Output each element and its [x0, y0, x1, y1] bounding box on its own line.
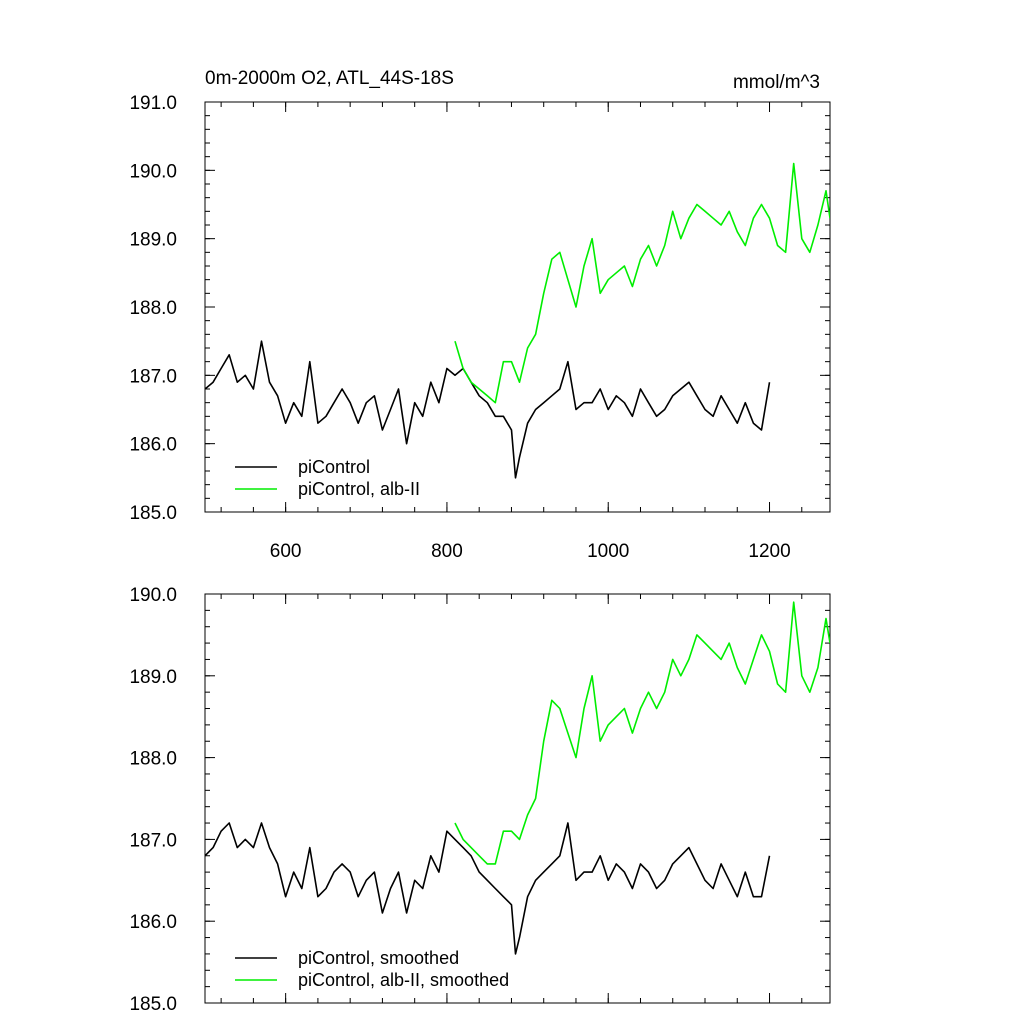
y-tick-label: 189.0 [129, 230, 177, 251]
legend-label: piControl, alb-II [298, 479, 420, 499]
legend-label: piControl, smoothed [298, 948, 459, 968]
x-tick-label: 1000 [587, 541, 629, 562]
y-tick-label: 191.0 [129, 93, 177, 114]
y-tick-label: 188.0 [129, 298, 177, 319]
legend-label: piControl, alb-II, smoothed [298, 970, 509, 990]
x-tick-label: 600 [270, 541, 302, 562]
y-tick-label: 190.0 [129, 161, 177, 182]
series-line-picontrol-alb-ii [454, 162, 830, 404]
x-tick-label: 1200 [748, 541, 790, 562]
plot-frame [204, 593, 831, 1004]
y-tick-label: 186.0 [129, 912, 177, 933]
y-tick-label: 188.0 [129, 749, 177, 770]
y-tick-label: 186.0 [129, 435, 177, 456]
y-tick-label: 185.0 [129, 503, 177, 524]
legend-label: piControl [298, 457, 370, 477]
y-tick-label: 187.0 [129, 830, 177, 851]
series-line-picontrol-alb-ii [454, 601, 830, 865]
y-tick-label: 190.0 [129, 585, 177, 606]
series-line-picontrol [205, 340, 771, 479]
y-tick-label: 185.0 [129, 994, 177, 1015]
x-tick-label: 800 [431, 541, 463, 562]
units-label: mmol/m^3 [733, 72, 820, 93]
y-tick-label: 187.0 [129, 366, 177, 387]
y-tick-label: 189.0 [129, 667, 177, 688]
plot-frame [204, 101, 831, 513]
chart-title: 0m-2000m O2, ATL_44S-18S [205, 68, 454, 89]
series-line-picontrol [205, 822, 771, 955]
top-panel: 185.0 186.0 187.0 188.0 189.0 190.0 191.0 600 80… [129, 93, 831, 562]
bottom-panel: 185.0 186.0 187.0 188.0 189.0 190.0 piControl,… [129, 585, 831, 1015]
